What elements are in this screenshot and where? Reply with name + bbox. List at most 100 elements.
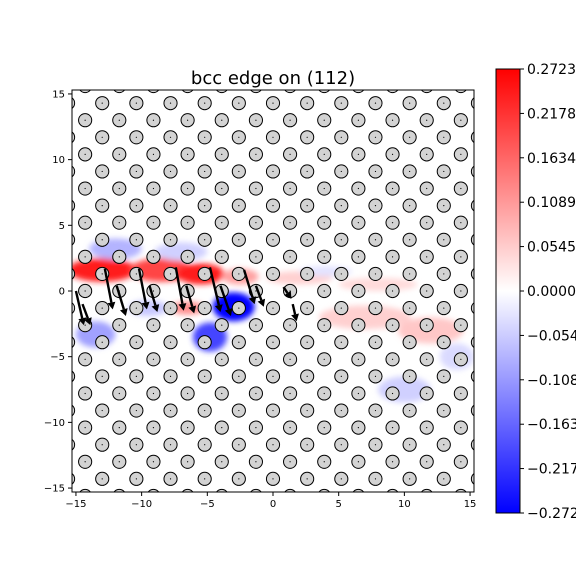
- atom-marker: [79, 488, 92, 492]
- atom-marker: [284, 488, 296, 492]
- quiver-dot: [460, 324, 462, 326]
- quiver-dot: [443, 307, 445, 309]
- quiver-dot: [221, 222, 223, 224]
- arrow-head: [257, 298, 266, 307]
- quiver-dot: [323, 392, 325, 395]
- quiver-dot: [255, 427, 257, 429]
- quiver-dot: [391, 461, 394, 463]
- atom-marker: [72, 268, 76, 280]
- quiver-dot: [221, 461, 223, 463]
- quiver-dot: [118, 119, 120, 121]
- quiver-dot: [426, 290, 428, 292]
- atom-marker: [215, 488, 228, 492]
- quiver-dot: [477, 273, 478, 274]
- y-tick-label: −5: [50, 352, 65, 363]
- quiver-dot: [460, 290, 462, 292]
- quiver-dot: [204, 170, 206, 173]
- quiver-dot: [153, 495, 154, 496]
- quiver-dot: [135, 170, 137, 173]
- x-tick-label: −15: [65, 499, 86, 510]
- quiver-dot: [357, 461, 359, 463]
- quiver-dot: [67, 239, 68, 240]
- quiver-dot: [426, 427, 428, 429]
- quiver-dot: [392, 85, 393, 86]
- quiver-dot: [118, 153, 120, 155]
- quiver-dot: [67, 410, 68, 411]
- arrow-head: [78, 317, 87, 326]
- quiver-dot: [238, 341, 240, 343]
- arrow-head: [151, 304, 160, 313]
- arrow-shaft: [282, 286, 289, 294]
- quiver-dot: [477, 342, 478, 343]
- atom-marker: [232, 506, 245, 519]
- colorbar-tick-label: 0.0000: [527, 284, 576, 300]
- quiver-dot: [238, 478, 240, 480]
- quiver-dot: [187, 187, 189, 190]
- quiver-dot: [306, 409, 308, 412]
- quiver-dot: [460, 427, 462, 429]
- displacement-arrow: [103, 268, 116, 310]
- quiver-dot: [443, 341, 445, 343]
- displacement-arrow: [208, 267, 223, 313]
- atom-marker: [164, 62, 177, 75]
- quiver-dot: [84, 153, 86, 155]
- quiver-dot: [426, 461, 428, 463]
- displacement-arrow: [291, 303, 299, 322]
- arrow-head: [188, 305, 197, 314]
- quiver-dot: [135, 136, 137, 138]
- atom-marker: [470, 268, 474, 280]
- quiver-dot: [204, 205, 206, 207]
- atom-marker: [96, 506, 109, 519]
- quiver-dot: [255, 153, 257, 155]
- quiver-dot: [204, 444, 206, 446]
- atom-marker: [386, 488, 399, 492]
- y-tick-label: 15: [52, 89, 65, 100]
- quiver-dot: [204, 478, 206, 480]
- y-tick-label: −15: [44, 484, 65, 495]
- quiver-dot: [135, 409, 137, 412]
- atom-marker: [44, 387, 57, 400]
- quiver-dot: [460, 461, 462, 463]
- quiver-dot: [221, 119, 223, 121]
- quiver-dot: [204, 239, 206, 241]
- quiver-dot: [187, 461, 189, 463]
- quiver-dot: [118, 324, 120, 326]
- displacement-arrow: [148, 285, 160, 313]
- quiver-dot: [460, 495, 461, 496]
- quiver-dot: [409, 205, 411, 207]
- quiver-dot: [169, 409, 172, 412]
- arrow-shaft: [185, 285, 194, 307]
- quiver-dot: [84, 290, 86, 292]
- quiver-dot: [187, 392, 189, 395]
- colorbar: 0.2723 0.2178 0.1634 0.1089 0.0545 0.0000 −0.0…: [495, 62, 576, 522]
- quiver-dot: [340, 239, 342, 241]
- atom-marker: [72, 233, 76, 246]
- quiver-dot: [443, 273, 445, 275]
- quiver-dot: [84, 256, 86, 258]
- quiver-dot: [323, 290, 325, 292]
- quiver-dot: [357, 324, 359, 326]
- quiver-dot: [443, 239, 445, 241]
- quiver-dot: [135, 102, 137, 104]
- atom-marker: [147, 90, 160, 94]
- arrow-shaft: [291, 303, 297, 315]
- atom-marker: [403, 62, 416, 75]
- quiver-dot: [391, 119, 394, 121]
- displacement-arrow: [254, 285, 266, 307]
- displacement-arrows: [74, 267, 299, 326]
- quiver-dot: [101, 375, 103, 377]
- quiver-dot: [426, 358, 428, 360]
- arrow-shaft: [115, 285, 125, 310]
- arrow-shaft: [242, 269, 254, 298]
- quiver-dot: [409, 478, 411, 480]
- atom-marker: [130, 62, 143, 75]
- quiver-dot: [67, 171, 68, 172]
- quiver-dot: [477, 410, 478, 411]
- quiver-dot: [374, 341, 377, 343]
- displacement-arrow: [242, 269, 257, 305]
- atom-marker: [318, 90, 331, 94]
- quiver-dot: [118, 256, 120, 258]
- quiver-dot: [272, 375, 274, 377]
- quiver-dot: [426, 495, 427, 496]
- colorbar-tick-label: 0.1634: [527, 151, 576, 167]
